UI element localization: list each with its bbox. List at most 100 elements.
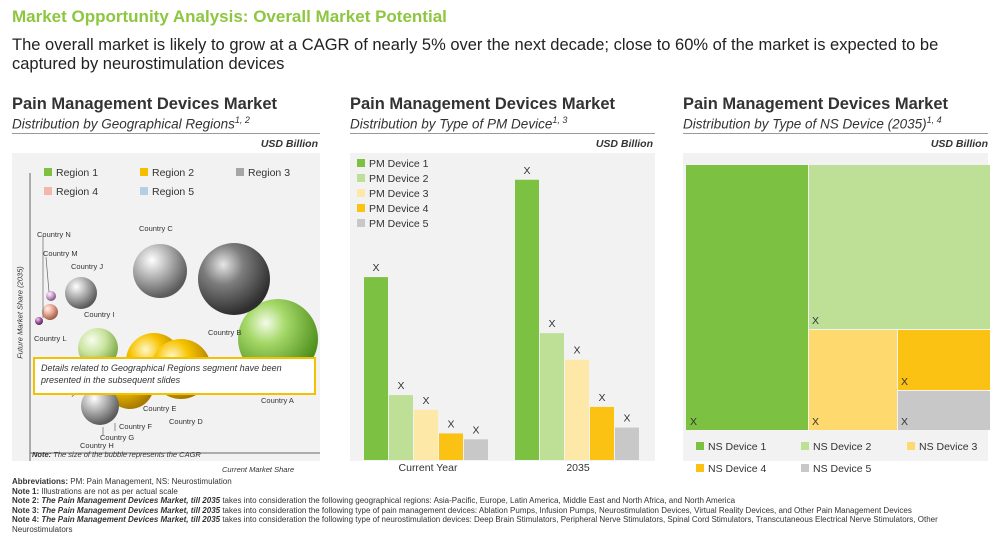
pm-legend-swatch-3 <box>357 189 365 197</box>
label-country-g: Country G <box>100 433 135 442</box>
legend-swatch <box>44 187 52 195</box>
footnote-1: Note 1: Illustrations are not as per act… <box>12 486 178 496</box>
geo-legend-region-5: Region 5 <box>140 186 194 198</box>
pm-legend-swatch-5 <box>357 219 365 227</box>
pm-legend-label-1: PM Device 1 <box>369 158 429 170</box>
legend-swatch <box>140 168 148 176</box>
treemap-ns-device-3: X <box>809 330 897 430</box>
pm-category-labels: Current Year 2035 <box>350 462 655 478</box>
pm-category-current-year: Current Year <box>398 462 458 474</box>
bubble-country-b <box>198 243 270 315</box>
pm-category-2035: 2035 <box>566 462 590 474</box>
footnote-3: Note 3: The Pain Management Devices Mark… <box>12 505 912 515</box>
geo-legend-region-2: Region 2 <box>140 167 194 179</box>
pm-bar-data-label: X <box>573 345 580 357</box>
label-country-c: Country C <box>139 224 173 233</box>
legend-swatch <box>236 168 244 176</box>
bubble-country-m <box>46 291 56 301</box>
legend-swatch <box>801 464 809 472</box>
leader-country-m <box>45 256 50 293</box>
pm-bar-2035-device-4 <box>590 406 614 460</box>
geo-legend-region-4: Region 4 <box>44 186 98 198</box>
pm-bar-data-label: X <box>397 380 404 392</box>
ns-panel-subtitle: Distribution by Type of NS Device (2035)… <box>683 115 942 132</box>
label-country-l: Country L <box>34 334 67 343</box>
pm-bar-data-label: X <box>422 395 429 407</box>
geo-panel-title: Pain Management Devices Market <box>12 95 278 113</box>
pm-unit-label: USD Billion <box>595 138 653 150</box>
pm-bar-data-label: X <box>548 318 555 330</box>
treemap-label-ns-device-4: X <box>901 376 909 388</box>
pm-bar-data-label: X <box>447 418 454 430</box>
label-country-d: Country D <box>169 417 203 426</box>
treemap-label-ns-device-1: X <box>690 416 698 428</box>
pm-bar-2035-device-5 <box>615 427 639 460</box>
page-subtitle: The overall market is likely to grow at … <box>12 36 939 73</box>
label-country-j: Country J <box>71 262 104 271</box>
pm-bar-current-year-device-2 <box>389 395 413 460</box>
treemap-ns-device-4: X <box>898 330 990 390</box>
pm-legend-swatch-1 <box>357 159 365 167</box>
label-country-m: Country M <box>43 249 78 258</box>
pm-bar-2035-device-1 <box>515 179 539 460</box>
geo-y-axis-label: Future Market Share (2035) <box>15 266 25 359</box>
treemap-ns-device-2: X <box>809 165 990 329</box>
pm-bar-current-year-device-1 <box>364 277 388 460</box>
ns-legend-3: NS Device 3 <box>907 441 977 453</box>
pm-bar-data-label: X <box>372 262 379 274</box>
pm-legend-label-4: PM Device 4 <box>369 203 429 215</box>
pm-legend-swatch-4 <box>357 204 365 212</box>
pm-bar-data-label: X <box>523 165 530 177</box>
pm-legend-label-2: PM Device 2 <box>369 173 429 185</box>
bubble-size-note: Note: The size of the bubble represents … <box>32 450 201 459</box>
ns-panel-rule <box>683 133 988 134</box>
legend-swatch <box>140 187 148 195</box>
ns-legend-4: NS Device 4 <box>696 463 766 475</box>
geo-unit-label: USD Billion <box>260 138 318 150</box>
legend-swatch <box>696 464 704 472</box>
pm-bar-data-label: X <box>623 413 630 425</box>
treemap-label-ns-device-5: X <box>901 416 909 428</box>
footnote-2: Note 2: The Pain Management Devices Mark… <box>12 496 736 506</box>
bubble-country-n <box>35 317 43 325</box>
label-country-a: Country A <box>261 396 294 405</box>
label-country-e: Country E <box>143 404 177 413</box>
geo-panel-subtitle: Distribution by Geographical Regions1, 2 <box>12 115 250 132</box>
label-country-b: Country B <box>208 328 242 337</box>
label-country-h: Country H <box>80 441 114 450</box>
footnotes: Abbreviations: PM: Pain Management, NS: … <box>12 477 987 535</box>
page-title: Market Opportunity Analysis: Overall Mar… <box>12 7 447 26</box>
pm-bar-current-year-device-5 <box>464 439 488 460</box>
ns-panel-title: Pain Management Devices Market <box>683 95 949 113</box>
pm-bar-data-label: X <box>598 392 605 404</box>
pm-panel-rule <box>350 133 655 134</box>
footnote-4: Note 4: The Pain Management Devices Mark… <box>12 515 938 534</box>
bubble-country-c <box>133 244 187 298</box>
bubble-country-l <box>42 304 58 320</box>
geo-panel-rule <box>12 133 320 134</box>
pm-bar-current-year-device-3 <box>414 409 438 460</box>
legend-swatch <box>696 442 704 450</box>
ns-legend-5: NS Device 5 <box>801 463 871 475</box>
label-country-n: Country N <box>37 230 71 239</box>
pm-chart-area: PM Device 1 PM Device 2 PM Device 3 PM Devi… <box>350 153 655 461</box>
pm-bar-data-label: X <box>472 424 479 436</box>
legend-swatch <box>801 442 809 450</box>
pm-legend-label-5: PM Device 5 <box>369 218 429 230</box>
ns-legend-1: NS Device 1 <box>696 441 766 453</box>
pm-panel-subtitle: Distribution by Type of PM Device1, 3 <box>350 115 568 132</box>
legend-swatch <box>907 442 915 450</box>
ns-unit-label: USD Billion <box>930 138 988 150</box>
pm-legend-swatch-2 <box>357 174 365 182</box>
geo-callout: Details related to Geographical Regions … <box>33 357 316 395</box>
bubble-country-h <box>81 387 119 425</box>
treemap-ns-device-5: X <box>898 391 990 430</box>
label-country-i: Country I <box>84 310 115 319</box>
geo-bubble-chart <box>29 173 320 461</box>
pm-legend-label-3: PM Device 3 <box>369 188 429 200</box>
geo-legend-region-3: Region 3 <box>236 167 290 179</box>
pm-bar-2035-device-3 <box>565 359 589 460</box>
treemap-label-ns-device-3: X <box>812 416 820 428</box>
pm-bar-2035-device-2 <box>540 333 564 460</box>
footnote-abbreviations: Abbreviations: PM: Pain Management, NS: … <box>12 477 232 486</box>
